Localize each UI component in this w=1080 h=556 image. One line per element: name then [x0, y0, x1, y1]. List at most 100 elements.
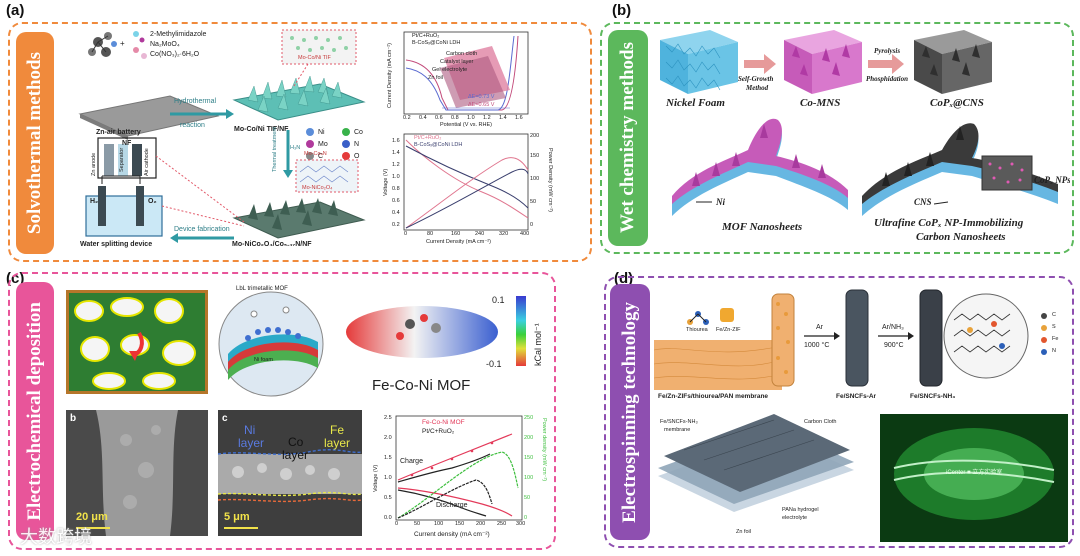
inset-mo-co4n-label: Mo-Co₄N: [304, 151, 327, 157]
chart2-y2label: Power Density (mW cm⁻²): [547, 148, 553, 213]
co-mns-label: Co-MNS: [800, 97, 841, 109]
hydrothermal-label-1: Hydrothermal: [174, 98, 217, 105]
chart2-xtick-6: 400: [520, 231, 530, 237]
fe-co-ni-mof-title: Fe-Co-Ni MOF: [372, 377, 471, 394]
chartc-xlabel: Current density (mA cm⁻²): [414, 531, 490, 538]
mof-nanosheet: [672, 118, 848, 216]
colorbar-unit: kCal mol⁻¹: [533, 323, 543, 366]
copx-cns-cube: [914, 30, 992, 94]
polarization-chart-svg: [403, 31, 529, 115]
chart2-ytick-8: 1.6: [392, 138, 400, 144]
legend-n: N: [354, 141, 360, 148]
chart1-xtick-5: 1.0: [467, 115, 475, 121]
sem-c-svg: [218, 410, 362, 536]
fe-layer-2: layer: [324, 436, 351, 450]
chart2-xtick-3: 160: [451, 231, 461, 237]
sncfs-nh3-fiber: [919, 289, 943, 387]
panel-b: [600, 22, 1074, 254]
chartc-xtick-4: 150: [455, 521, 465, 527]
legend-d-c: C: [1052, 312, 1056, 318]
ni-label: Ni: [716, 197, 725, 207]
legend-mo: Mo: [318, 141, 328, 148]
nf-plate: [78, 95, 220, 137]
self-growth-arrow: [744, 54, 776, 74]
thiourea-label: Thiourea: [686, 327, 708, 333]
sem-b-letter: b: [70, 413, 77, 424]
chartc-xtick-3: 100: [434, 521, 444, 527]
sem-image-b: b 20 μm: [66, 410, 208, 536]
discharge-curve-mof: [397, 487, 513, 517]
nickel-foam-label: Nickel Foam: [666, 97, 725, 109]
ultrafine-label-1: Ultrafine CoPₓ NP-Immobilizing: [874, 217, 1024, 229]
chartc-y2tick-4: 150: [524, 455, 534, 461]
panel-a-method: Solvothermal methods: [24, 51, 45, 235]
zn-air-battery-label: Zn-air battery: [96, 129, 141, 136]
chart1-legend-1: Pt/C+RuO₂: [412, 33, 440, 39]
chart2-xtick-5: 320: [499, 231, 509, 237]
chartc-y2tick-2: 50: [524, 495, 531, 501]
chartc-xtick-2: 50: [414, 521, 421, 527]
panel-c-method-tab: Electrochemical deposition: [16, 282, 54, 540]
flex-device-cloth: [664, 414, 850, 492]
cns-label: CNS: [914, 197, 932, 207]
fe-membrane-label-2: membrane: [664, 427, 691, 433]
ni-layer-2: layer: [238, 436, 265, 450]
panel-c: [8, 272, 556, 550]
co-layer-2: layer: [282, 448, 309, 462]
sem-c-letter: c: [222, 413, 228, 424]
inset-mo-co-ni-tif: [281, 29, 357, 65]
chart2-legend-2: B-CoSₓ@CoNi LDH: [414, 142, 463, 148]
t900-label: 900°C: [884, 342, 904, 349]
reagent-3: Co(NO₃)₂·6H₂O: [150, 51, 200, 58]
ni-foam-label: Ni foam: [254, 357, 273, 363]
panel-d-method: Electrospinning technology: [619, 301, 640, 523]
legend-d-fe: Fe: [1052, 336, 1059, 342]
sncfs-ar-label: Fe/SNCFs-Ar: [836, 393, 877, 400]
legend-o: O: [354, 153, 360, 160]
mof-nanosheets-label: MOF Nanosheets: [722, 221, 803, 233]
chart2-y2tick-4: 150: [530, 153, 540, 159]
panel-c-chart: Fe-Co-Ni MOF Pt/C+RuO₂ Charge Discharge …: [372, 408, 552, 544]
chart2-ytick-6: 1.2: [392, 162, 400, 168]
power-curve-ptc: [397, 479, 493, 519]
chart1-xtick-1: 0.2: [403, 115, 411, 121]
chart1-layer-2: Catalyst layer: [440, 59, 474, 65]
lbl-mof-circle: LbL trimetallic MOF Ni foam: [214, 284, 328, 400]
chart2-xtick-2: 80: [427, 231, 434, 237]
panel-b-label: (b): [612, 2, 632, 19]
panel-a-chart-polarization: Pt/C+RuO₂ B-CoSₓ@CoNi LDH Carbon cloth C…: [382, 28, 532, 130]
inset-mo-co-label: Mo-Co/Ni TIF: [298, 55, 331, 61]
pyrolysis-label: Pyrolysis: [874, 47, 901, 55]
chartc-xtick-7: 300: [516, 521, 526, 527]
svg-text:+: +: [120, 39, 125, 48]
charge-curve-ptc: [397, 453, 491, 483]
chartc-legend-1: Fe-Co-Ni MOF: [422, 419, 465, 426]
h2-label: H₂: [90, 198, 99, 205]
chart1-annot-2: ΔE=0.65 V: [468, 102, 495, 108]
pana-label-1: PANa hydrogel: [782, 507, 819, 513]
mo-co-ni-tif-nf-label: Mo-Co/Ni TIF/NF: [234, 126, 289, 133]
panel-b-method: Wet chemistry methods: [617, 42, 638, 234]
chartc-ytick-3: 1.0: [384, 475, 392, 481]
chartc-y2tick-1: 0: [524, 515, 528, 521]
self-growth-label-1: Self-Growth: [738, 75, 774, 83]
panel-a: [8, 22, 592, 262]
panel-c-method: Electrochemical deposition: [24, 301, 45, 521]
sem-image-c: c Ni layer Co layer Fe layer 5 μm: [218, 410, 362, 536]
carbon-cloth-label: Carbon Cloth: [804, 419, 837, 425]
lbl-mof-svg: [218, 291, 324, 397]
chartc-ytick-5: 2.0: [384, 435, 392, 441]
fe-layer-1: Fe: [330, 423, 345, 437]
legend-d-s: S: [1052, 324, 1056, 330]
reagent-1: 2-Methylimidazole: [150, 31, 207, 38]
chart2-ytick-7: 1.4: [392, 150, 400, 156]
chart1-layer-1: Carbon cloth: [446, 51, 478, 57]
legend-c: C: [318, 153, 324, 160]
chart2-xlabel: Current Density (mA cm⁻²): [426, 239, 491, 245]
chart1-xtick-4: 0.8: [451, 115, 459, 121]
panel-a-schematic: +: [58, 26, 390, 256]
panel-b-schematic-svg: [660, 30, 1058, 216]
esp-map-svg: [346, 296, 526, 366]
chart1-annot-1: ΔE=0.73 V: [468, 94, 495, 100]
